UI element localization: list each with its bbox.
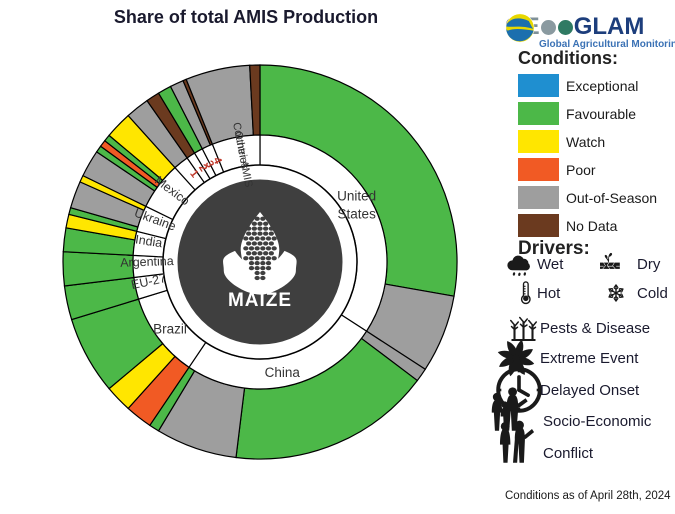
svg-text:United: United bbox=[337, 189, 376, 204]
svg-text:China: China bbox=[265, 365, 301, 380]
svg-text:MAIZE: MAIZE bbox=[228, 290, 292, 311]
svg-text:Brazil: Brazil bbox=[153, 322, 187, 337]
svg-text:Argentina: Argentina bbox=[120, 254, 174, 270]
svg-text:States: States bbox=[338, 207, 377, 222]
